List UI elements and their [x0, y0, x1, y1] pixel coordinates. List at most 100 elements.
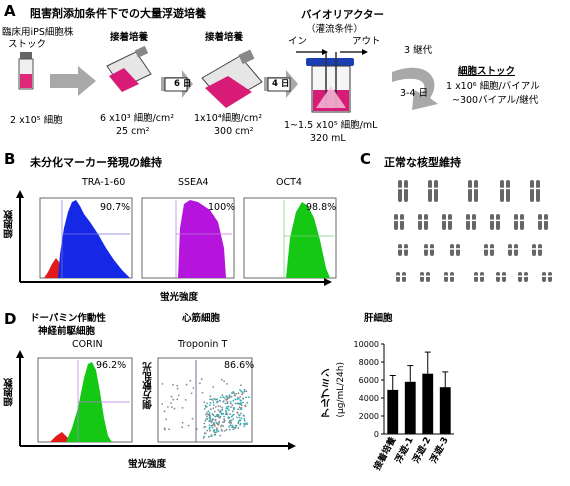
chromosome [514, 214, 518, 230]
arrow-1 [50, 66, 96, 96]
scatter-point [245, 396, 248, 399]
scatter-point [238, 416, 241, 419]
scatter-point [238, 414, 241, 416]
scatter-point [228, 394, 231, 396]
chromosome-band [426, 275, 430, 277]
scatter-point [230, 422, 233, 424]
scatter-point [214, 425, 216, 427]
chromosome-band [468, 187, 472, 190]
scatter-point [223, 380, 226, 383]
scatter-point [219, 434, 222, 437]
scatter-point [203, 435, 205, 438]
scatter-point [214, 433, 217, 436]
scatter-point [214, 406, 217, 408]
scatter-point [199, 382, 201, 385]
scatter-point [206, 415, 209, 418]
scatter-point [240, 390, 243, 392]
scatter-point [214, 431, 217, 434]
chromosome-band [474, 187, 478, 190]
scatter-point [233, 408, 235, 411]
chromosome [538, 244, 542, 256]
chromosome-band [394, 219, 398, 222]
scatter-point [228, 425, 231, 428]
plot3-pct: 98.8% [306, 202, 337, 213]
scatter-point [189, 379, 192, 382]
scatter-point [205, 406, 207, 408]
chromosome [490, 244, 494, 256]
scatter-point [248, 396, 250, 399]
cell-stock-title: 細胞ストック [458, 66, 516, 77]
bioreactor-icon [296, 49, 368, 113]
chromosome-band [542, 275, 546, 277]
chromosome-band [532, 248, 536, 250]
chromosome-band [398, 187, 402, 190]
scatter-point [239, 399, 242, 401]
scatter-point [218, 422, 220, 424]
scatter-point [233, 407, 236, 409]
scatter-point [208, 416, 211, 419]
adh1-title: 接着培養 [110, 32, 149, 43]
cell-stock-line1: 1 x10⁶ 細胞/バイアル [446, 81, 540, 92]
chromosome [468, 180, 472, 202]
scatter-point [228, 416, 231, 419]
scatter-point [236, 416, 238, 419]
scatter-point [229, 421, 231, 423]
chromosome-band [474, 275, 478, 277]
scatter-point [222, 396, 225, 399]
scatter-point [220, 378, 223, 381]
scatter-point [172, 383, 175, 386]
scatter-point [204, 425, 207, 428]
scatter-point [237, 402, 240, 405]
scatter-point [206, 402, 209, 405]
scatter-point [226, 405, 229, 408]
adh1-area: 25 cm² [116, 126, 150, 137]
scatter-point [224, 398, 227, 401]
stock-label-line2: ストック [8, 39, 47, 50]
scatter-point [233, 394, 236, 397]
scatter-point [219, 396, 222, 399]
scatter-point [232, 399, 235, 402]
scatter-point [209, 429, 211, 432]
scatter-point [232, 426, 235, 428]
scatter-point [217, 409, 220, 411]
scatter-point [208, 404, 211, 407]
bioreactor-density: 1~1.5 x10⁵ 細胞/mL [284, 120, 378, 131]
scatter-point [234, 426, 237, 428]
chromosome [530, 180, 534, 202]
panel-c-letter: C [360, 150, 372, 168]
scatter-point [191, 417, 194, 420]
scatter-point [229, 401, 232, 403]
scatter-point [238, 406, 241, 409]
scatter-point [185, 383, 188, 386]
scatter-point [211, 426, 214, 429]
chromosome [514, 244, 518, 256]
scatter-point [210, 435, 213, 437]
scatter-point [223, 397, 226, 399]
plot2-name: SSEA4 [178, 177, 209, 188]
scatter-point [228, 409, 230, 411]
scatter-point [238, 397, 240, 400]
scatter-point [177, 394, 180, 397]
scatter-point [209, 419, 212, 422]
plot2-pct: 100% [208, 202, 236, 213]
chromosome [398, 244, 402, 256]
scatter-point [235, 392, 238, 395]
scatter-point [243, 417, 246, 420]
scatter-point [243, 390, 246, 393]
scatter-point [204, 419, 207, 422]
flask-large-icon [201, 49, 263, 108]
scatter-point [240, 402, 243, 405]
scatter-point [230, 402, 232, 405]
y-tick-label: 6000 [359, 376, 379, 385]
chromosome [442, 214, 446, 230]
scatter-point [217, 414, 220, 416]
scatter-point [214, 418, 217, 421]
y-tick-label: 4000 [359, 394, 379, 403]
plot1-pct: 90.7% [100, 202, 131, 213]
chromosome-band [398, 248, 402, 250]
scatter-point [240, 406, 243, 409]
chromosome-band [496, 219, 500, 222]
scatter-point [161, 383, 164, 385]
scatter-point [209, 395, 212, 398]
chromosome-band [448, 219, 452, 222]
